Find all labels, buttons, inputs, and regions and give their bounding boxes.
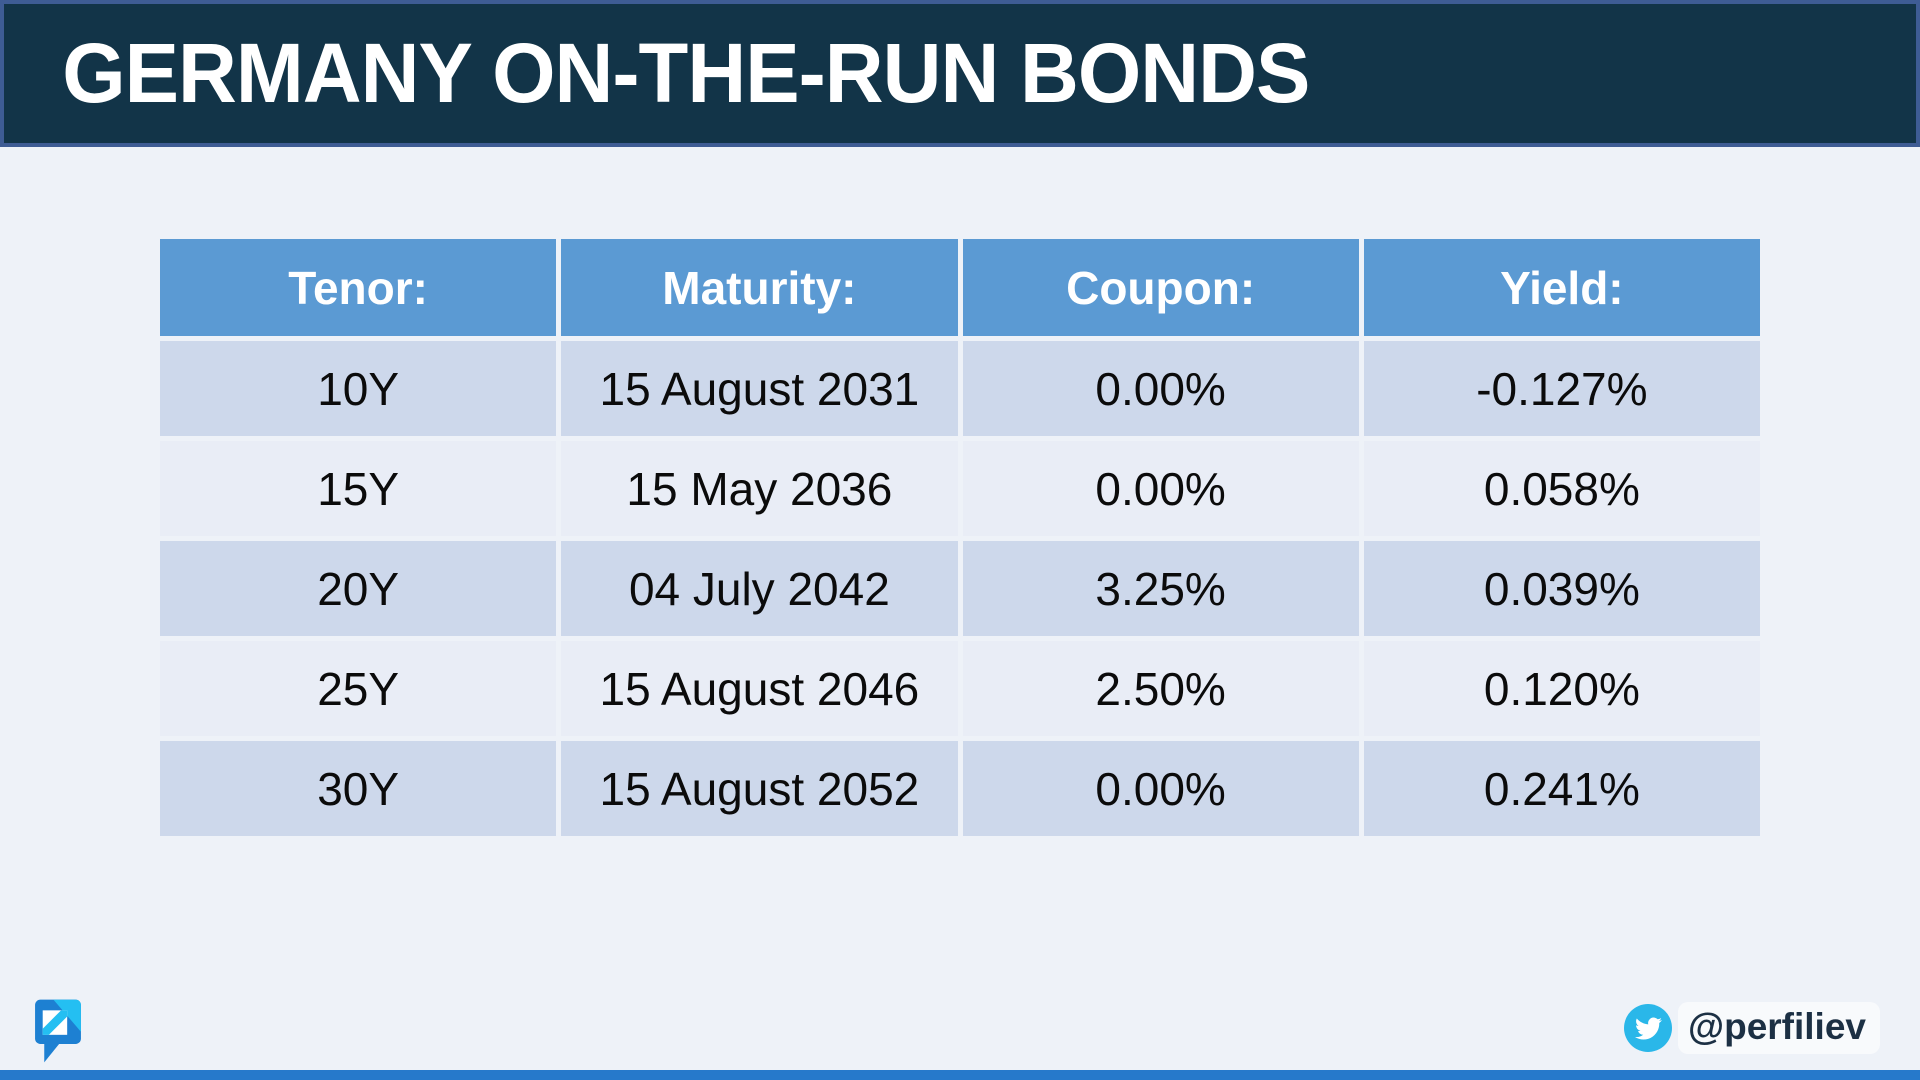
table-cell-yield: 0.120% [1363,641,1760,736]
table-cell-coupon: 0.00% [962,441,1359,536]
table-cell-tenor: 20Y [160,541,557,636]
column-header-yield: Yield: [1363,239,1760,336]
table-cell-coupon: 2.50% [962,641,1359,736]
table-cell-maturity: 15 May 2036 [561,441,958,536]
perfiliev-logo-icon [35,999,81,1063]
table-cell-maturity: 15 August 2031 [561,341,958,436]
table-cell-coupon: 0.00% [962,341,1359,436]
table-cell-yield: 0.241% [1363,741,1760,836]
column-header-maturity: Maturity: [561,239,958,336]
twitter-handle-pill: @perfiliev [1678,1002,1880,1054]
twitter-bird-icon [1624,1004,1673,1052]
table-cell-coupon: 0.00% [962,741,1359,836]
column-header-tenor: Tenor: [160,239,557,336]
table-cell-tenor: 10Y [160,341,557,436]
table-cell-yield: 0.058% [1363,441,1760,536]
table-cell-yield: 0.039% [1363,541,1760,636]
table-cell-maturity: 15 August 2052 [561,741,958,836]
table-cell-maturity: 04 July 2042 [561,541,958,636]
table-cell-tenor: 15Y [160,441,557,536]
table-cell-coupon: 3.25% [962,541,1359,636]
table-cell-yield: -0.127% [1363,341,1760,436]
table-cell-tenor: 30Y [160,741,557,836]
table-cell-tenor: 25Y [160,641,557,736]
twitter-handle: @perfiliev [1688,1006,1866,1047]
title-bar: GERMANY ON-THE-RUN BONDS [0,0,1920,147]
page-title: GERMANY ON-THE-RUN BONDS [62,26,1310,120]
bottom-accent-bar [0,1070,1920,1080]
table-cell-maturity: 15 August 2046 [561,641,958,736]
twitter-attribution: @perfiliev [1624,1002,1880,1054]
column-header-coupon: Coupon: [962,239,1359,336]
bonds-table: Tenor: Maturity: Coupon: Yield: 10Y 15 A… [160,239,1760,836]
